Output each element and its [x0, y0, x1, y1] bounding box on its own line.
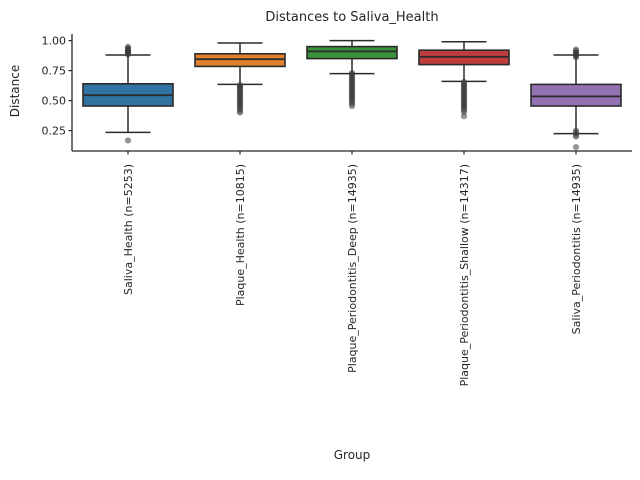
x-tick-label: Saliva_Periodontitis (n=14935) [570, 164, 583, 334]
box-plaque_periodontitis_deep [306, 45, 398, 60]
y-tick-label: 0.50 [42, 94, 67, 107]
x-axis-label: Group [333, 448, 371, 462]
x-tick-label: Saliva_Health (n=5253) [122, 164, 135, 295]
box-saliva_periodontitis [530, 83, 622, 107]
outlier-dot [572, 46, 580, 53]
x-tick-label: Plaque_Periodontitis_Deep (n=14935) [346, 164, 359, 373]
outlier-dot [124, 137, 132, 144]
x-tick-label: Plaque_Periodontitis_Shallow (n=14317) [458, 164, 471, 386]
y-tick-label: 1.00 [42, 34, 67, 47]
outlier-dot [572, 143, 580, 151]
outlier-dot [460, 113, 468, 120]
outlier-dot [124, 43, 132, 50]
y-tick-label: 0.25 [42, 124, 67, 137]
x-tick-label: Plaque_Health (n=10815) [234, 164, 247, 306]
outlier-dot [348, 102, 356, 110]
y-tick-label: 0.75 [42, 64, 67, 77]
chart-title: Distances to Saliva_Health [265, 10, 439, 25]
outlier-dot [236, 109, 244, 116]
outlier-dot [572, 133, 580, 140]
